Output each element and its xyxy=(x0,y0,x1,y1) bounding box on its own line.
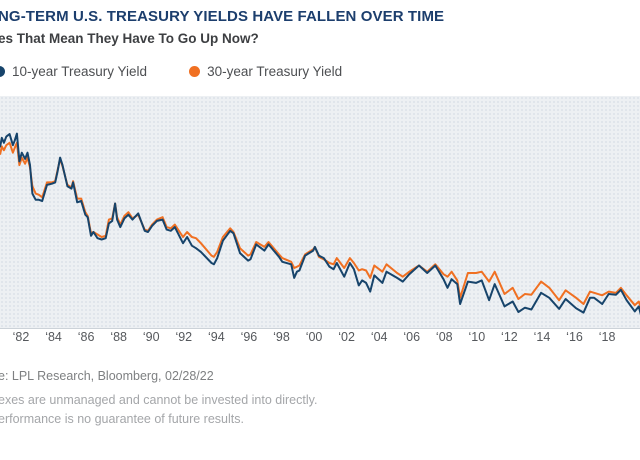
x-tick-label: ‘04 xyxy=(370,330,388,344)
line-10-year xyxy=(0,132,640,316)
x-axis-labels: ‘82 ‘84 ‘86 ‘88 ‘90 ‘92 ‘94 ‘96 ‘98 ‘00 ‘02 ‘04 ‘06 ‘… xyxy=(0,330,640,346)
x-tick-label: ‘84 xyxy=(45,330,62,344)
legend-dot-30-year-icon xyxy=(189,66,201,77)
page-subtitle: es That Mean They Have To Go Up Now? xyxy=(0,31,259,46)
x-tick-label: ‘00 xyxy=(305,330,323,344)
x-tick-label: ‘18 xyxy=(598,330,616,344)
x-tick-label: ‘94 xyxy=(208,330,225,344)
disclaimer-text-2: erformance is no guarantee of future res… xyxy=(0,412,244,426)
x-tick-label: ‘82 xyxy=(12,330,30,344)
legend-dot-10-year-icon xyxy=(0,66,5,77)
legend: 10-year Treasury Yield 30-year Treasury … xyxy=(0,64,342,79)
page-title: NG-TERM U.S. TREASURY YIELDS HAVE FALLEN… xyxy=(0,8,445,25)
x-tick-label: ‘98 xyxy=(273,330,290,344)
line-30-year xyxy=(0,141,640,309)
x-tick-label: ‘14 xyxy=(533,330,551,344)
x-tick-label: ‘90 xyxy=(142,330,160,344)
x-tick-label: ‘16 xyxy=(566,330,583,344)
x-tick-label: ‘96 xyxy=(240,330,258,344)
legend-item-30-year: 30-year Treasury Yield xyxy=(189,64,342,79)
x-tick-label: ‘88 xyxy=(110,330,128,344)
disclaimer-text-1: exes are unmanaged and cannot be investe… xyxy=(0,393,318,407)
plot-area xyxy=(0,96,640,329)
x-tick-label: ‘02 xyxy=(338,330,355,344)
legend-label-10-year: 10-year Treasury Yield xyxy=(12,64,148,79)
x-tick-label: ‘06 xyxy=(403,330,421,344)
x-tick-label: ‘10 xyxy=(468,330,486,344)
x-tick-label: ‘12 xyxy=(501,330,518,344)
x-tick-label: ‘08 xyxy=(435,330,453,344)
yield-line-chart xyxy=(0,132,640,316)
x-tick-label: ‘92 xyxy=(175,330,193,344)
legend-item-10-year: 10-year Treasury Yield xyxy=(0,64,147,79)
source-text: e: LPL Research, Bloomberg, 02/28/22 xyxy=(0,369,214,383)
legend-label-30-year: 30-year Treasury Yield xyxy=(207,64,343,79)
x-tick-label: ‘86 xyxy=(77,330,95,344)
